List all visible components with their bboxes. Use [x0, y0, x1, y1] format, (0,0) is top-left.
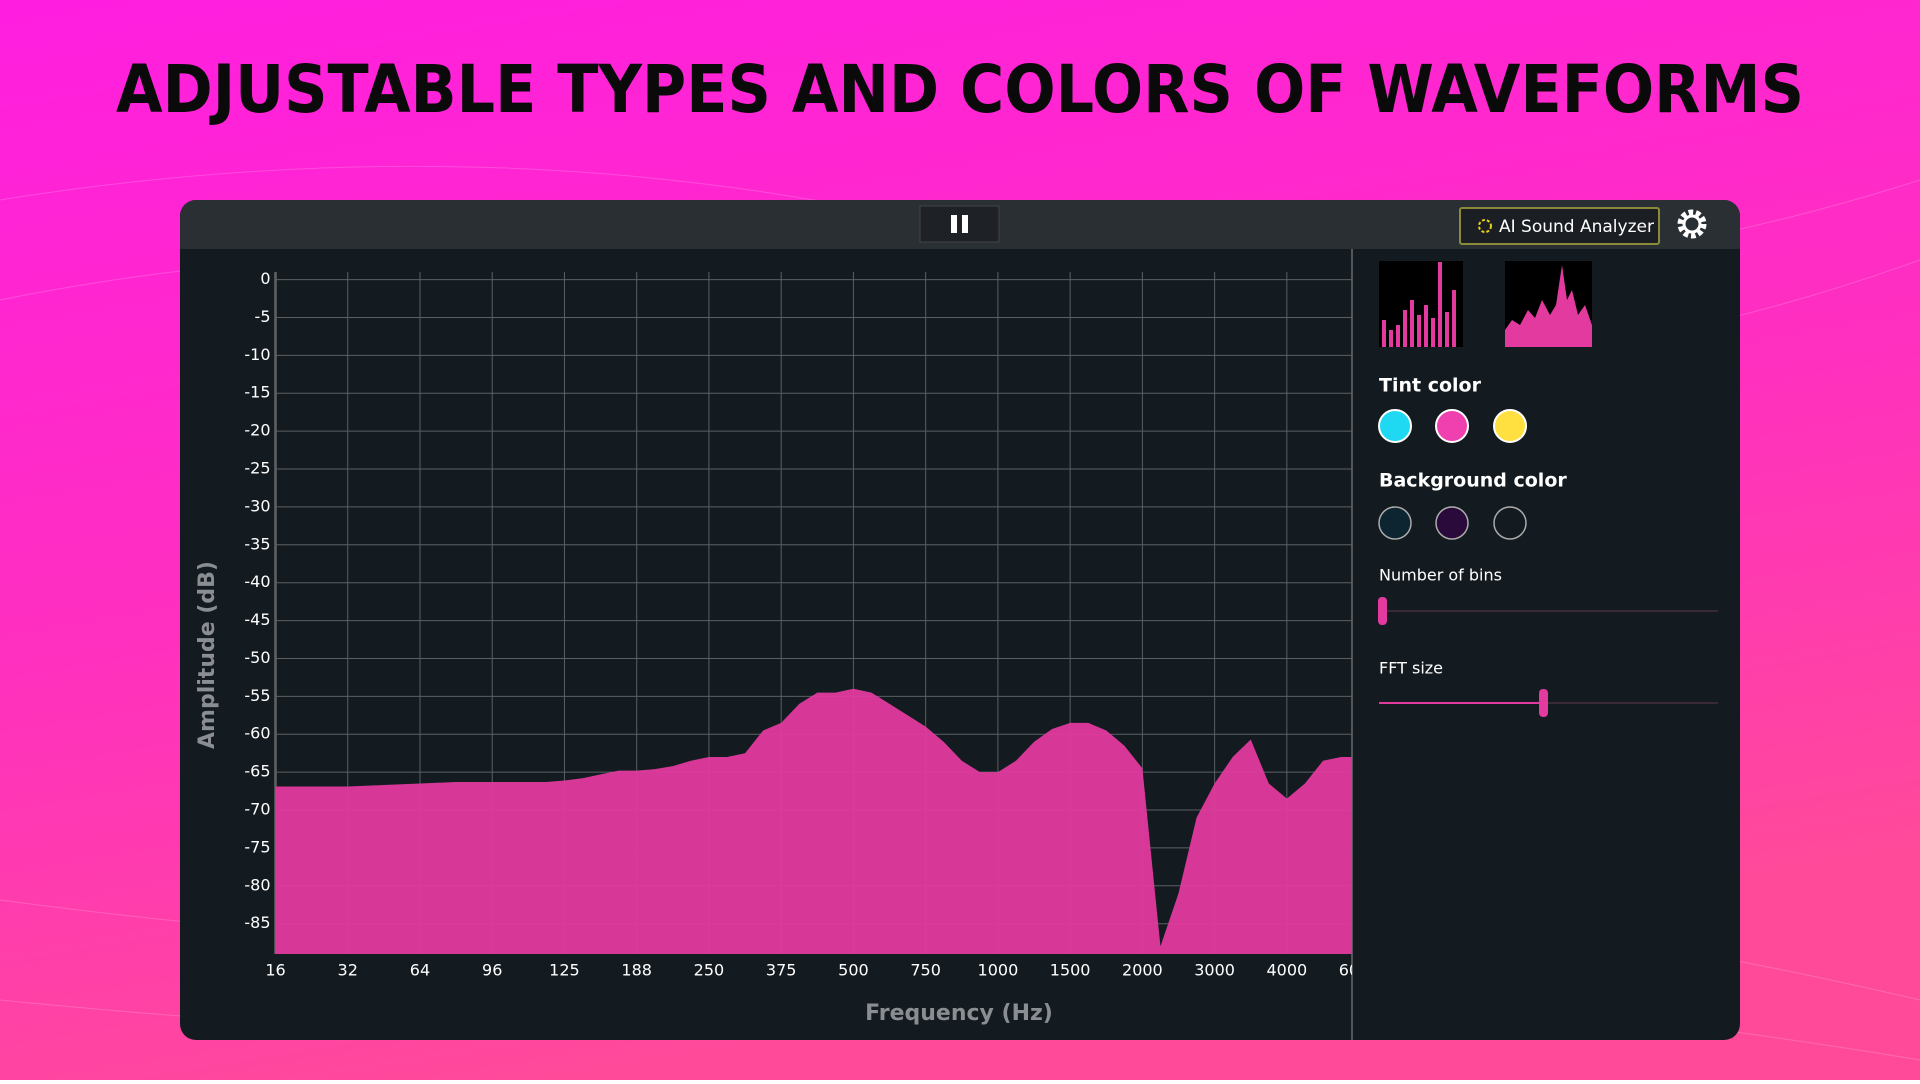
- ai-icon: [1478, 219, 1492, 233]
- y-tick-label: -35: [244, 534, 270, 553]
- y-tick-label: 0: [260, 269, 270, 288]
- x-tick-label: 96: [482, 961, 502, 980]
- background-label: Background color: [1379, 470, 1567, 492]
- bars-thumbnail-graph: [1382, 262, 1456, 347]
- background-swatch[interactable]: [1493, 506, 1527, 540]
- spectrum-area: [275, 688, 1352, 954]
- y-tick-label: -65: [244, 762, 270, 781]
- x-tick-label: 32: [338, 961, 358, 980]
- tint-swatch[interactable]: [1435, 409, 1469, 443]
- x-tick-label: 4000: [1267, 961, 1308, 980]
- x-tick-label: 64: [410, 961, 430, 980]
- fft-label: FFT size: [1379, 659, 1443, 678]
- x-tick-label: 375: [766, 961, 797, 980]
- bins-slider-thumb[interactable]: [1378, 597, 1387, 625]
- y-tick-label: -80: [244, 875, 270, 894]
- y-tick-label: -25: [244, 459, 270, 478]
- gear: [1682, 214, 1702, 234]
- y-tick-label: -60: [244, 724, 270, 743]
- x-tick-label: 125: [549, 961, 580, 980]
- plot: 16 32 64 96 125 188 250 375 500 750 1000 1500 2000 30…: [265, 272, 1380, 980]
- bins-label: Number of bins: [1379, 566, 1502, 585]
- x-axis-title: Frequency (Hz): [865, 1001, 1053, 1026]
- y-tick-label: -10: [244, 345, 270, 364]
- pause-icon: [951, 215, 957, 233]
- y-tick-label: -45: [244, 610, 270, 629]
- y-tick-label: -5: [255, 307, 271, 326]
- y-tick-label: -20: [244, 421, 270, 440]
- ai-button-label: AI Sound Analyzer: [1499, 217, 1654, 237]
- background-swatch[interactable]: [1435, 506, 1469, 540]
- y-tick-label: -85: [244, 913, 270, 932]
- x-tick-label: 6000: [1339, 961, 1380, 980]
- fft-slider-thumb[interactable]: [1539, 689, 1548, 717]
- y-axis-title: Amplitude (dB): [195, 561, 220, 749]
- y-tick-label: -15: [244, 383, 270, 402]
- x-tick-label: 250: [694, 961, 725, 980]
- ai-button[interactable]: [1459, 207, 1660, 245]
- page-title: ADJUSTABLE TYPES AND COLORS OF WAVEFORMS: [116, 51, 1804, 128]
- x-tick-label: 2000: [1122, 961, 1163, 980]
- x-tick-label: 188: [621, 961, 652, 980]
- x-tick-label: 750: [910, 961, 941, 980]
- y-tick-label: -70: [244, 800, 270, 819]
- area-thumbnail-graph: [1505, 265, 1592, 347]
- x-tick-label: 16: [265, 961, 285, 980]
- y-tick-label: -75: [244, 837, 270, 856]
- x-tick-label: 500: [838, 961, 869, 980]
- pause-button[interactable]: [919, 205, 1000, 243]
- settings-button[interactable]: [1677, 209, 1707, 239]
- pause-icon: [962, 215, 968, 233]
- y-tick-label: -40: [244, 572, 270, 591]
- tint-swatch[interactable]: [1493, 409, 1527, 443]
- tint-label: Tint color: [1379, 375, 1482, 397]
- x-tick-label: 1000: [978, 961, 1019, 980]
- y-tick-label: -55: [244, 686, 270, 705]
- gear: [1677, 209, 1707, 239]
- background-swatch[interactable]: [1378, 506, 1412, 540]
- y-tick-label: -50: [244, 648, 270, 667]
- x-tick-label: 3000: [1194, 961, 1235, 980]
- tint-swatch[interactable]: [1378, 409, 1412, 443]
- x-tick-label: 1500: [1050, 961, 1091, 980]
- y-tick-label: -30: [244, 496, 270, 515]
